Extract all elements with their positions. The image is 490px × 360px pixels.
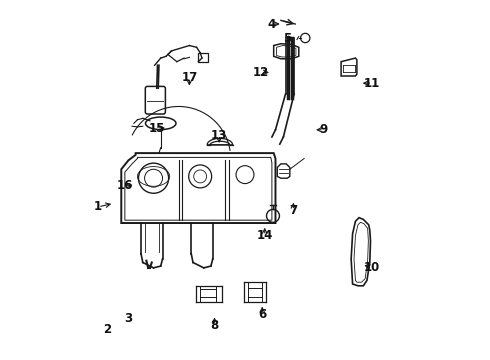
Text: 14: 14: [257, 229, 273, 242]
Text: 11: 11: [364, 77, 380, 90]
Text: 16: 16: [117, 179, 133, 192]
Text: 4: 4: [268, 18, 276, 31]
Text: 12: 12: [253, 66, 270, 79]
Text: 9: 9: [320, 123, 328, 136]
Text: 5: 5: [283, 32, 292, 45]
Text: 3: 3: [124, 311, 132, 325]
Text: 6: 6: [258, 308, 267, 321]
Text: 1: 1: [94, 201, 102, 213]
Text: 10: 10: [364, 261, 380, 274]
Text: 17: 17: [181, 71, 197, 84]
Text: 8: 8: [210, 319, 219, 332]
Text: 2: 2: [103, 323, 111, 336]
Text: 15: 15: [149, 122, 165, 135]
Text: 13: 13: [211, 129, 227, 142]
Text: 7: 7: [290, 204, 297, 217]
